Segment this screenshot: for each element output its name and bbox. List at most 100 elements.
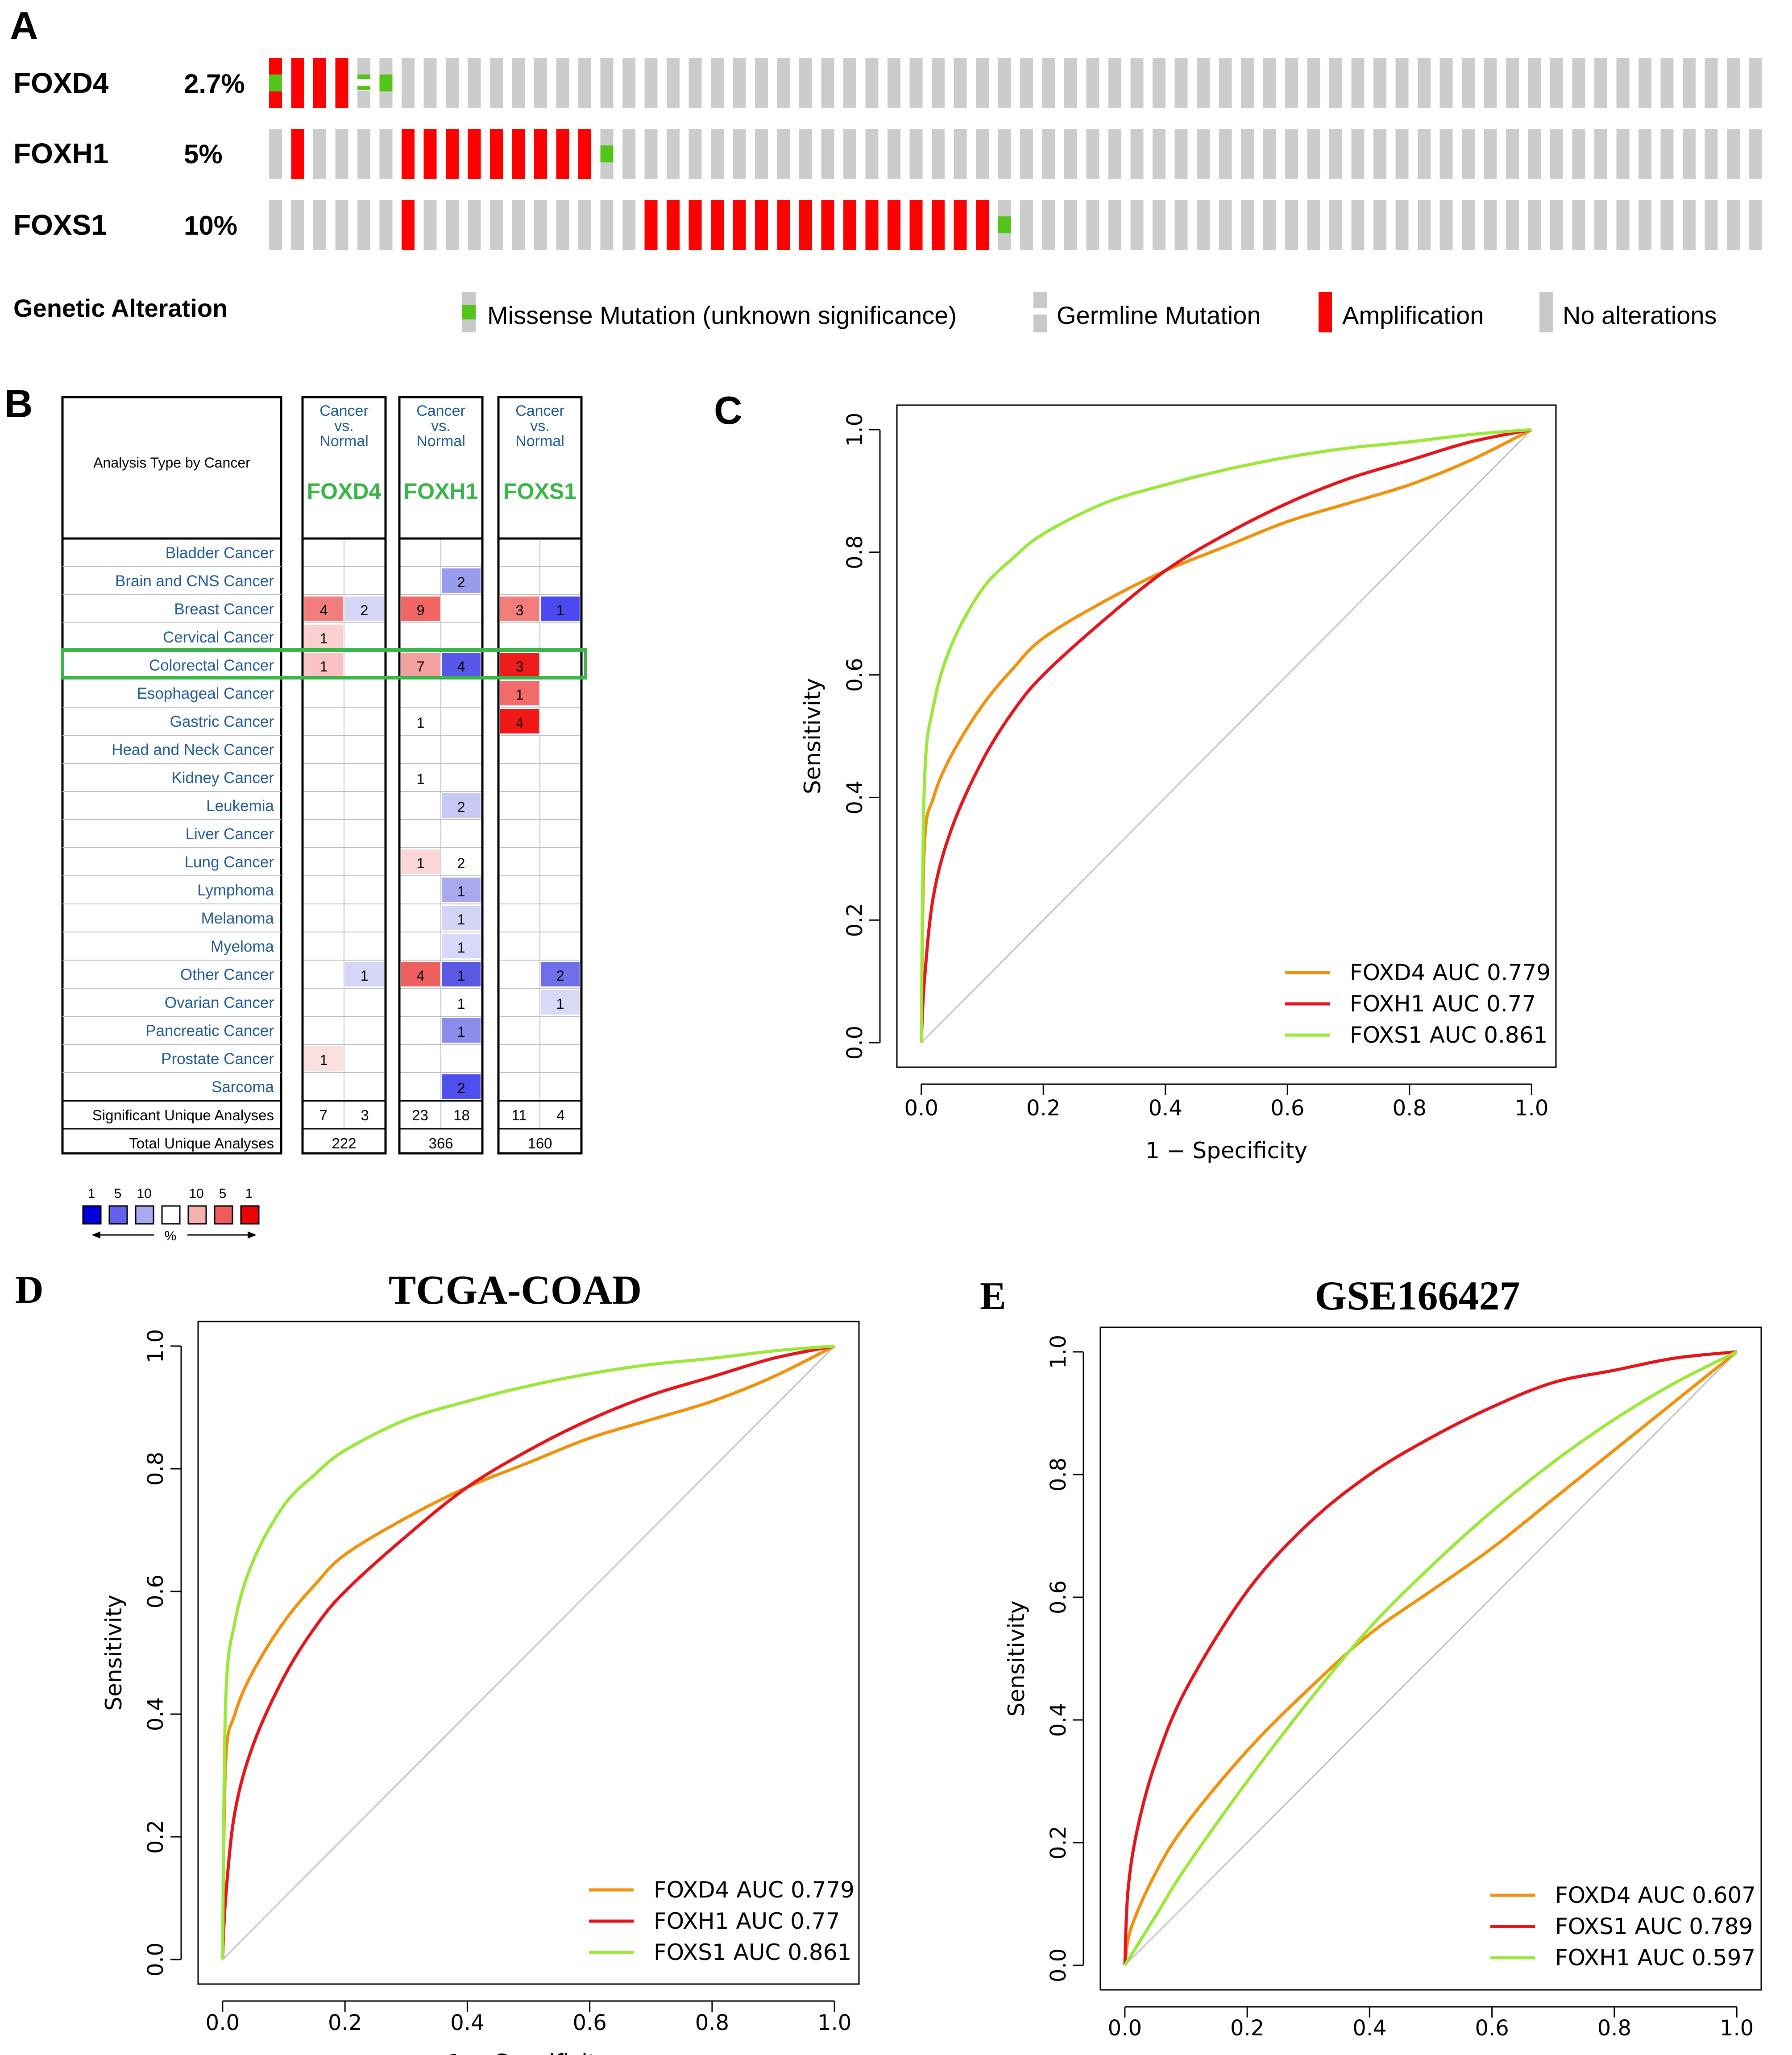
- oncoprint-amplification-cell: [667, 200, 680, 250]
- oncoprint-no-alteration-cell: [1064, 58, 1077, 108]
- heatmap-cell-value: 9: [417, 602, 425, 618]
- oncoprint-no-alteration-cell: [1705, 200, 1718, 250]
- cancer-type-label: Lung Cancer: [185, 853, 274, 871]
- significant-value: 7: [319, 1107, 327, 1123]
- x-tick-label: 0.4: [1352, 2016, 1386, 2041]
- oncoprint-amplification-cell: [291, 129, 304, 179]
- oncoprint-amplification-cell: [556, 129, 569, 179]
- oncoprint-gene-label: FOXH1: [13, 137, 108, 170]
- heatmap-cell: [401, 765, 440, 790]
- oncoprint-no-alteration-cell: [1307, 129, 1320, 179]
- chart-title: TCGA-COAD: [389, 1267, 642, 1313]
- roc-curve: [920, 428, 1532, 1043]
- oncoprint-no-alteration-cell: [1616, 200, 1630, 250]
- heatmap-cell: [500, 653, 539, 677]
- y-tick-label: 0.0: [842, 1026, 867, 1060]
- reference-diagonal: [1124, 1351, 1738, 1966]
- heatmap-cell: [304, 597, 343, 621]
- oncoprint-no-alteration-cell: [1484, 58, 1497, 108]
- oncomine-cells: Bladder Cancer Brain and CNS Cancer Breast…: [62, 396, 583, 1155]
- heatmap-cell-value: 1: [457, 996, 465, 1012]
- oncoprint-missense-mark: [998, 216, 1011, 233]
- scale-num: 10: [137, 1186, 151, 1201]
- oncoprint-no-alteration-cell: [1329, 200, 1342, 250]
- heatmap-cell-value: 1: [361, 968, 369, 984]
- heatmap-cell-value: 4: [417, 968, 425, 984]
- heatmap-cell: [304, 653, 343, 677]
- oncoprint-no-alteration-cell: [1130, 129, 1144, 179]
- oncoprint-bars: [269, 58, 1762, 250]
- heatmap-cell-value: 1: [556, 602, 564, 618]
- heatmap-cell: [500, 681, 539, 705]
- oncoprint-no-alteration-cell: [1594, 129, 1607, 179]
- heatmap-cell: [442, 1018, 481, 1043]
- oncoprint-amplification-cell: [888, 200, 900, 250]
- oncoprint-amplification-cell: [534, 129, 547, 179]
- legend-label: FOXD4 AUC 0.779: [654, 1877, 855, 1903]
- oncoprint-no-alteration-cell: [622, 200, 635, 250]
- oncoprint-amplification-cell: [689, 200, 702, 250]
- oncoprint-no-alteration-cell: [269, 129, 282, 179]
- cancer-type-label: Colorectal Cancer: [149, 657, 274, 674]
- chart-title: GSE166427: [1315, 1273, 1520, 1318]
- oncoprint-amplification-cell: [865, 200, 879, 250]
- gene-column-box: [497, 396, 583, 1155]
- oncoprint-no-alteration-cell: [1616, 58, 1630, 108]
- column-header-text: Cancer: [319, 402, 369, 419]
- oncoprint-no-alteration-cell: [1174, 129, 1188, 179]
- heatmap-cell-value: 7: [417, 659, 425, 675]
- y-tick-label: 0.8: [842, 535, 867, 569]
- oncoprint-amplification-cell: [799, 200, 812, 250]
- oncoprint-no-alteration-cell: [689, 129, 702, 179]
- oncoprint-germline-cell: [357, 58, 370, 75]
- scale-num: 1: [245, 1186, 253, 1201]
- scale-unit: %: [165, 1229, 177, 1243]
- oncoprint-amplification-cell: [490, 129, 503, 179]
- oncoprint-no-alteration-cell: [1020, 58, 1033, 108]
- oncoprint-no-alteration-cell: [1351, 58, 1365, 108]
- oncoprint-no-alteration-cell: [1373, 129, 1386, 179]
- oncoprint-amplification-cell: [644, 200, 658, 250]
- cancer-type-label: Lymphoma: [197, 882, 274, 899]
- oncoprint-amplification-cell: [446, 129, 459, 179]
- column-header-text: vs.: [334, 418, 353, 435]
- oncoprint-no-alteration-cell: [843, 58, 856, 108]
- x-tick-label: 0.0: [904, 1096, 938, 1121]
- legend-label: FOXH1 AUC 0.77: [1350, 991, 1536, 1017]
- oncoprint-no-alteration-cell: [1130, 58, 1144, 108]
- oncoprint-no-alteration-cell: [888, 129, 900, 179]
- oncoprint-no-alteration-cell: [954, 58, 967, 108]
- oncoprint-no-alteration-cell: [1351, 200, 1365, 250]
- oncoprint-no-alteration-cell: [556, 58, 569, 108]
- oncoprint-no-alteration-cell: [512, 58, 525, 108]
- panel-letter-c: C: [714, 388, 743, 432]
- plot-frame: [197, 1321, 860, 1985]
- oncoprint-no-alteration-cell: [313, 129, 326, 179]
- oncoprint-no-alteration-cell: [909, 129, 923, 179]
- heatmap-cell: [401, 849, 440, 874]
- legend-germline-label: Germline Mutation: [1057, 301, 1261, 329]
- oncoprint: FOXD4 2.7% FOXH1 5% FOXS1 10% Genetic Al…: [13, 58, 1762, 332]
- scale-num: 5: [114, 1186, 122, 1201]
- oncoprint-no-alteration-cell: [1418, 200, 1431, 250]
- oncoprint-no-alteration-cell: [1174, 200, 1188, 250]
- oncoprint-no-alteration-cell: [733, 58, 746, 108]
- significant-value: 11: [511, 1107, 527, 1123]
- scale-num: 5: [219, 1186, 227, 1201]
- cancer-type-label: Kidney Cancer: [171, 769, 274, 787]
- oncoprint-no-alteration-cell: [1108, 129, 1121, 179]
- oncomine-label-column: [61, 396, 282, 1155]
- legend-swatch-missense-mark: [462, 305, 476, 319]
- oncomine-frame: Analysis Type by Cancer: [61, 396, 282, 1155]
- cancer-type-label: Pancreatic Cancer: [145, 1022, 274, 1040]
- oncoprint-no-alteration-cell: [644, 58, 658, 108]
- oncoprint-no-alteration-cell: [799, 58, 812, 108]
- oncoprint-no-alteration-cell: [1263, 58, 1276, 108]
- oncomine-gene-label: FOXH1: [404, 479, 478, 504]
- oncoprint-no-alteration-cell: [667, 58, 680, 108]
- oncoprint-no-alteration-cell: [733, 129, 746, 179]
- oncoprint-no-alteration-cell: [976, 129, 989, 179]
- cancer-type-label: Esophageal Cancer: [137, 685, 274, 702]
- oncoprint-no-alteration-cell: [1660, 200, 1674, 250]
- heatmap-cell-value: 1: [320, 659, 328, 675]
